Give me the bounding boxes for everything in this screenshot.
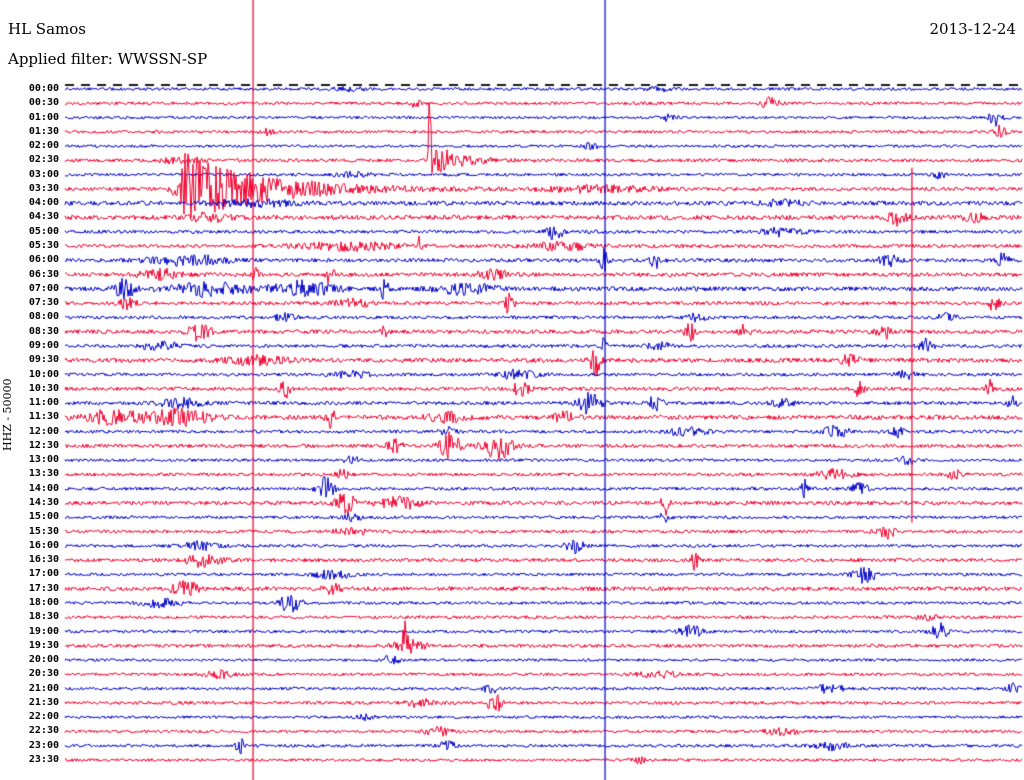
trace-time-label: 19:30: [28, 639, 59, 651]
date-label: 2013-12-24: [929, 20, 1016, 38]
trace-time-label: 00:00: [28, 83, 59, 94]
trace-time-label: 11:30: [28, 411, 59, 423]
trace-time-label: 06:00: [28, 254, 59, 266]
trace-time-label: 11:00: [28, 397, 59, 409]
trace-time-label: 13:30: [28, 468, 59, 480]
trace-time-label: 15:00: [28, 511, 59, 523]
trace-time-label: 19:00: [28, 625, 59, 637]
trace-time-label: 05:00: [28, 225, 59, 237]
trace-time-label: 12:00: [28, 425, 59, 437]
trace-time-label: 17:30: [28, 582, 59, 594]
trace-time-label: 13:00: [28, 454, 59, 466]
trace-time-label: 09:00: [28, 339, 59, 351]
trace-time-label: 22:30: [28, 725, 59, 737]
trace-time-label: 15:30: [28, 525, 59, 537]
trace-time-label: 02:30: [28, 154, 59, 166]
trace-time-label: 03:30: [28, 182, 59, 194]
trace-time-label: 22:00: [28, 711, 59, 723]
trace-time-label: 08:30: [28, 325, 59, 337]
trace-time-label: 07:30: [28, 297, 59, 309]
trace-time-label: 23:30: [28, 754, 59, 765]
trace-time-label: 17:00: [28, 568, 59, 580]
trace-time-label: 04:00: [28, 197, 59, 209]
trace-time-label: 00:30: [28, 97, 59, 109]
trace-time-label: 04:30: [28, 211, 59, 223]
trace-time-label: 10:00: [28, 368, 59, 380]
trace-time-label: 07:00: [28, 282, 59, 294]
trace-time-label: 08:00: [28, 311, 59, 323]
trace-time-label: 16:00: [28, 539, 59, 551]
trace-time-label: 03:00: [28, 168, 59, 180]
trace-time-label: 21:30: [28, 696, 59, 708]
trace-time-label: 09:30: [28, 354, 59, 366]
trace-time-label: 16:30: [28, 554, 59, 566]
trace-time-label: 14:00: [28, 482, 59, 494]
trace-time-label: 06:30: [28, 268, 59, 280]
trace-time-label: 14:30: [28, 497, 59, 509]
trace-time-label: 12:30: [28, 439, 59, 451]
trace-time-label: 05:30: [28, 240, 59, 252]
applied-filter-label: Applied filter: WWSSN-SP: [8, 50, 208, 68]
trace-time-label: 20:30: [28, 668, 59, 680]
trace-time-label: 02:00: [28, 140, 59, 152]
trace-time-label: 18:00: [28, 596, 59, 608]
trace-time-label: 01:30: [28, 125, 59, 137]
trace-time-label: 10:30: [28, 382, 59, 394]
trace-time-label: 18:30: [28, 611, 59, 623]
trace-time-label: 01:00: [28, 111, 59, 123]
trace-time-label: 20:00: [28, 654, 59, 666]
trace-time-label: 21:00: [28, 682, 59, 694]
station-name: HL Samos: [8, 20, 86, 38]
trace-time-label: 23:00: [28, 739, 59, 751]
